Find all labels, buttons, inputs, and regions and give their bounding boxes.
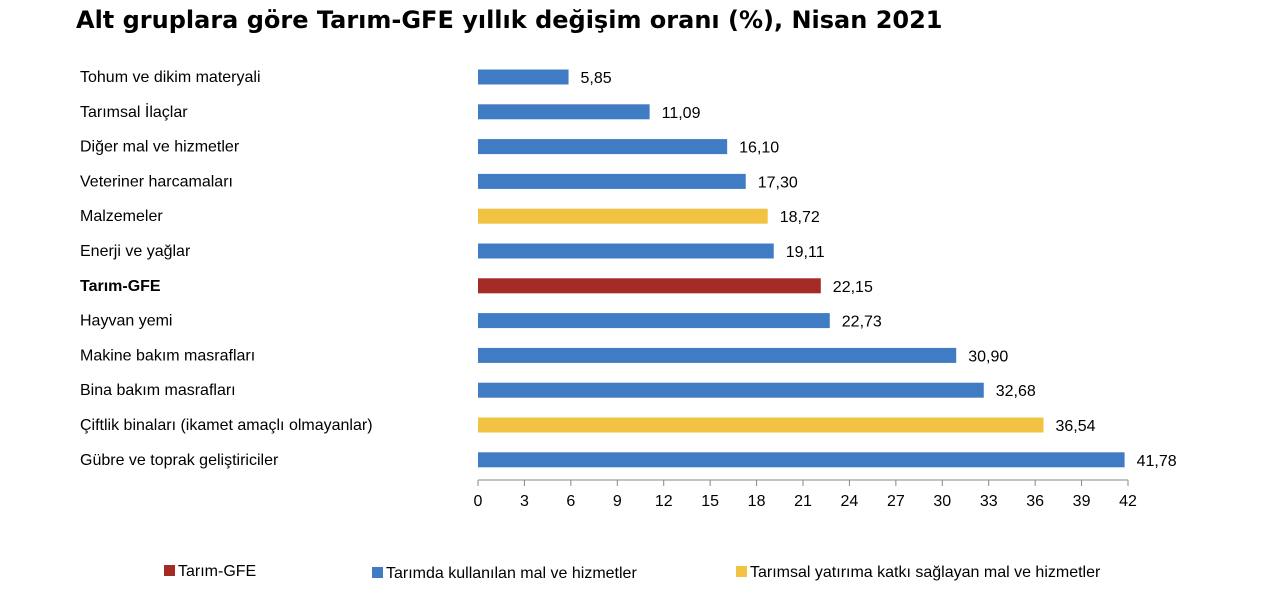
category-label: Tarımsal İlaçlar <box>80 102 188 121</box>
data-label: 11,09 <box>662 105 701 122</box>
x-tick-label: 24 <box>841 493 859 510</box>
x-tick-label: 12 <box>655 493 673 510</box>
x-tick-label: 21 <box>794 493 812 510</box>
bar <box>478 417 1044 433</box>
x-tick-label: 27 <box>887 493 905 510</box>
x-tick-label: 0 <box>474 493 483 510</box>
bar <box>478 104 650 120</box>
data-label: 30,90 <box>968 348 1008 365</box>
bar <box>478 382 984 398</box>
bar <box>478 139 728 155</box>
bar <box>478 452 1125 468</box>
x-tick-label: 33 <box>980 493 998 510</box>
bar <box>478 243 774 259</box>
data-label: 5,85 <box>581 70 612 87</box>
data-label: 22,15 <box>833 279 873 296</box>
legend-label-yellow: Tarımsal yatırıma katkı sağlayan mal ve … <box>750 564 1101 581</box>
data-label: 22,73 <box>842 314 882 331</box>
x-tick-label: 39 <box>1073 493 1091 510</box>
category-label: Makine bakım masrafları <box>80 347 255 364</box>
data-label: 16,10 <box>739 140 779 157</box>
category-label: Bina bakım masrafları <box>80 382 236 399</box>
data-label: 18,72 <box>780 209 820 226</box>
x-tick-label: 6 <box>566 493 575 510</box>
bar <box>478 173 746 189</box>
x-tick-label: 15 <box>701 493 719 510</box>
x-tick-label: 3 <box>520 493 529 510</box>
x-tick-label: 42 <box>1119 493 1137 510</box>
bar <box>478 313 830 329</box>
category-label: Tohum ve dikim materyali <box>80 69 261 86</box>
data-label: 41,78 <box>1137 453 1177 470</box>
category-label: Diğer mal ve hizmetler <box>80 139 240 156</box>
legend-swatch-red <box>164 565 175 576</box>
legend-label-red: Tarım-GFE <box>178 563 256 580</box>
category-label: Enerji ve yağlar <box>80 243 191 260</box>
category-label: Çiftlik binaları (ikamet amaçlı olmayanl… <box>80 417 373 434</box>
x-tick-label: 30 <box>933 493 951 510</box>
data-label: 19,11 <box>786 244 825 261</box>
bar <box>478 69 569 85</box>
x-tick-label: 18 <box>748 493 766 510</box>
chart-title: Alt gruplara göre Tarım-GFE yıllık değiş… <box>76 6 943 34</box>
bar <box>478 347 957 363</box>
data-label: 36,54 <box>1056 418 1096 435</box>
category-label: Gübre ve toprak geliştiriciler <box>80 452 279 469</box>
bar <box>478 208 768 224</box>
category-label: Hayvan yemi <box>80 313 172 330</box>
x-tick-label: 36 <box>1026 493 1044 510</box>
bar <box>478 278 821 294</box>
legend-swatch-blue <box>372 567 383 578</box>
category-label: Veteriner harcamaları <box>80 173 233 190</box>
category-label: Malzemeler <box>80 208 163 225</box>
legend-label-blue: Tarımda kullanılan mal ve hizmetler <box>386 565 637 582</box>
data-label: 17,30 <box>758 174 798 191</box>
category-label: Tarım-GFE <box>80 278 161 295</box>
data-label: 32,68 <box>996 383 1036 400</box>
legend-swatch-yellow <box>736 566 747 577</box>
x-tick-label: 9 <box>613 493 622 510</box>
